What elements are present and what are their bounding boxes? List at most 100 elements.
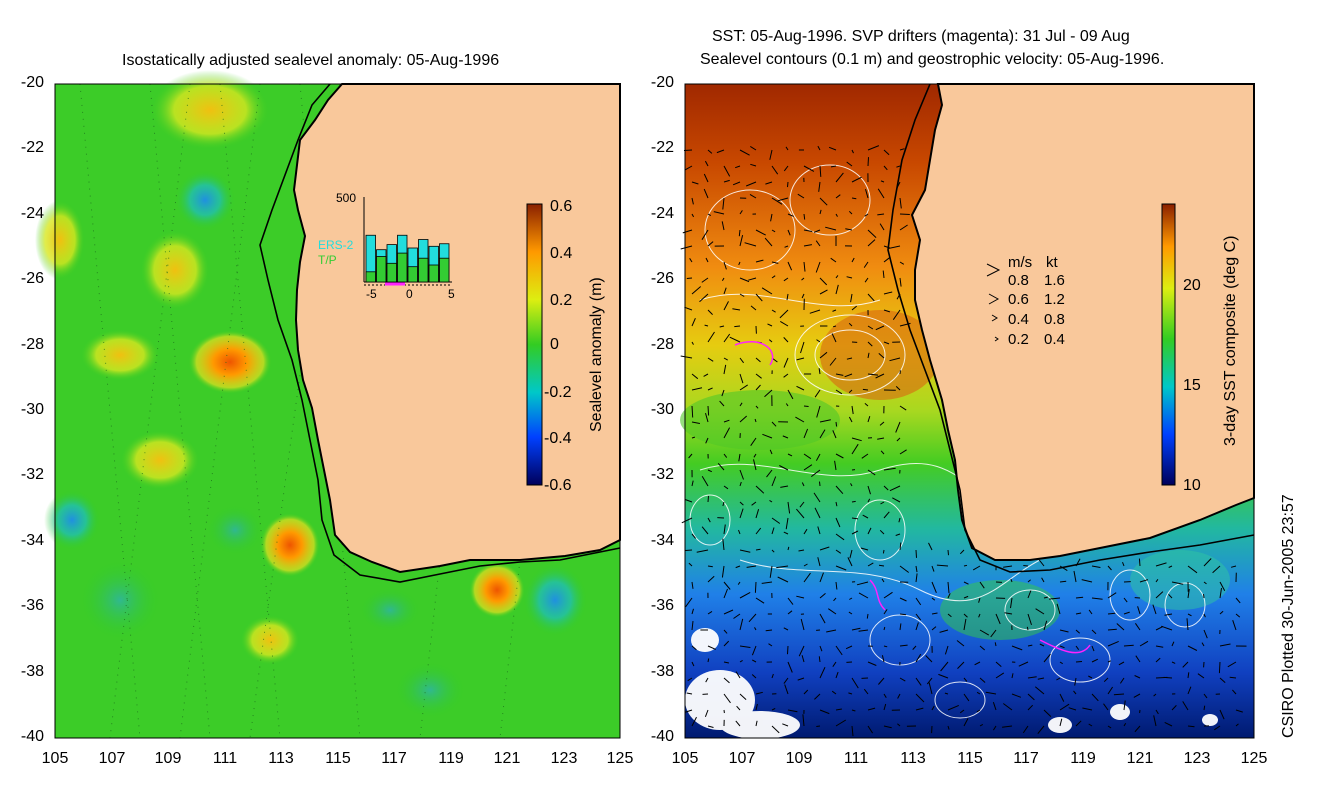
velocity-arrow [699, 293, 709, 303]
lat-tick: -28 [650, 336, 674, 353]
velocity-arrow [828, 146, 837, 151]
lon-tick: 123 [550, 750, 578, 767]
velocity-arrow [1139, 640, 1149, 647]
velocity-arrow [739, 481, 742, 487]
velocity-arrow [835, 517, 841, 528]
velocity-arrow [783, 357, 789, 368]
velocity-arrow [691, 661, 695, 667]
velocity-arrow [819, 709, 830, 715]
velocity-arrow [1187, 645, 1198, 651]
velocity-arrow [1134, 675, 1141, 679]
velocity-arrow [1212, 565, 1221, 574]
velocity-arrow [1138, 558, 1141, 567]
velocity-arrow [723, 629, 728, 634]
velocity-arrow [1119, 677, 1125, 684]
velocity-arrow [963, 677, 968, 682]
velocity-arrow [898, 517, 901, 523]
histogram-bar-tp [428, 264, 439, 283]
velocity-arrow [867, 707, 876, 711]
velocity-arrow [761, 581, 773, 584]
velocity-arrow [832, 661, 837, 667]
velocity-arrow [931, 626, 937, 631]
velocity-arrow [883, 467, 896, 471]
velocity-arrow [723, 609, 734, 615]
velocity-arrow [721, 565, 725, 578]
velocity-arrow [750, 305, 757, 311]
histogram-bar-tp [407, 266, 418, 283]
velocity-arrow [978, 613, 981, 618]
velocity-arrow [963, 718, 969, 727]
velocity-arrow [1235, 709, 1243, 713]
lat-tick: -40 [650, 728, 674, 745]
velocity-arrow [883, 291, 893, 295]
velocity-arrow [771, 261, 779, 264]
velocity-arrow [750, 437, 757, 446]
velocity-arrow [707, 331, 715, 343]
velocity-arrow [733, 613, 741, 619]
velocity-arrow [802, 714, 805, 727]
velocity-arrow [878, 564, 885, 567]
velocity-arrow [777, 197, 789, 202]
lon-tick: 125 [1240, 750, 1268, 767]
velocity-arrow [883, 725, 892, 729]
velocity-arrow [685, 597, 693, 608]
velocity-arrow [979, 645, 986, 651]
velocity-arrow [1027, 613, 1032, 626]
velocity-arrow [1235, 613, 1241, 618]
velocity-arrow [797, 193, 805, 199]
velocity-arrow [915, 622, 919, 631]
sla-colorbar [526, 203, 543, 486]
velocity-arrow [818, 368, 821, 375]
velocity-arrow [994, 642, 997, 647]
velocity-arrow [1041, 577, 1045, 583]
velocity-arrow [819, 289, 828, 295]
velocity-arrow [787, 453, 793, 457]
velocity-arrow [1068, 707, 1077, 711]
velocity-arrow [680, 355, 693, 359]
sla-cb-tick: -0.6 [544, 477, 572, 494]
velocity-arrow [771, 197, 783, 205]
velocity-arrow [779, 465, 789, 471]
velocity-arrow [776, 565, 789, 569]
lat-tick: -24 [20, 205, 44, 222]
velocity-arrow [691, 716, 697, 727]
velocity-legend-kt: 1.6 [1044, 272, 1065, 289]
velocity-arrow [739, 693, 747, 700]
velocity-arrow [737, 581, 741, 585]
velocity-arrow [883, 591, 893, 599]
velocity-arrow [896, 437, 901, 442]
velocity-arrow [1203, 693, 1208, 699]
velocity-arrow [851, 443, 859, 455]
velocity-arrow [867, 239, 876, 247]
velocity-arrow [1153, 693, 1157, 697]
velocity-arrow [707, 309, 713, 315]
histogram-bar-tp [418, 257, 429, 283]
velocity-arrow [739, 508, 744, 519]
velocity-arrow [851, 500, 856, 503]
velocity-arrow [915, 653, 922, 663]
velocity-arrow [691, 181, 699, 185]
velocity-arrow [787, 709, 798, 713]
lat-tick: -28 [20, 336, 44, 353]
velocity-arrow [782, 435, 789, 439]
lat-tick: -36 [650, 597, 674, 614]
velocity-arrow [707, 610, 713, 615]
velocity-arrow [707, 495, 709, 503]
velocity-arrow [771, 517, 781, 524]
velocity-arrow [940, 661, 949, 672]
velocity-arrow [787, 610, 793, 615]
velocity-arrow [723, 165, 731, 177]
velocity-arrow [798, 645, 805, 657]
velocity-arrow [723, 693, 731, 704]
velocity-arrow [691, 387, 703, 391]
velocity-arrow [722, 538, 725, 551]
velocity-arrow [835, 549, 842, 554]
velocity-arrow [819, 165, 822, 177]
velocity-arrow [780, 485, 789, 488]
velocity-arrow [850, 293, 853, 303]
velocity-arrow [723, 677, 730, 684]
velocity-arrow [819, 613, 826, 624]
velocity-arrow [787, 597, 794, 605]
velocity-arrow [995, 672, 1005, 679]
histogram-xtick: 5 [448, 287, 455, 301]
